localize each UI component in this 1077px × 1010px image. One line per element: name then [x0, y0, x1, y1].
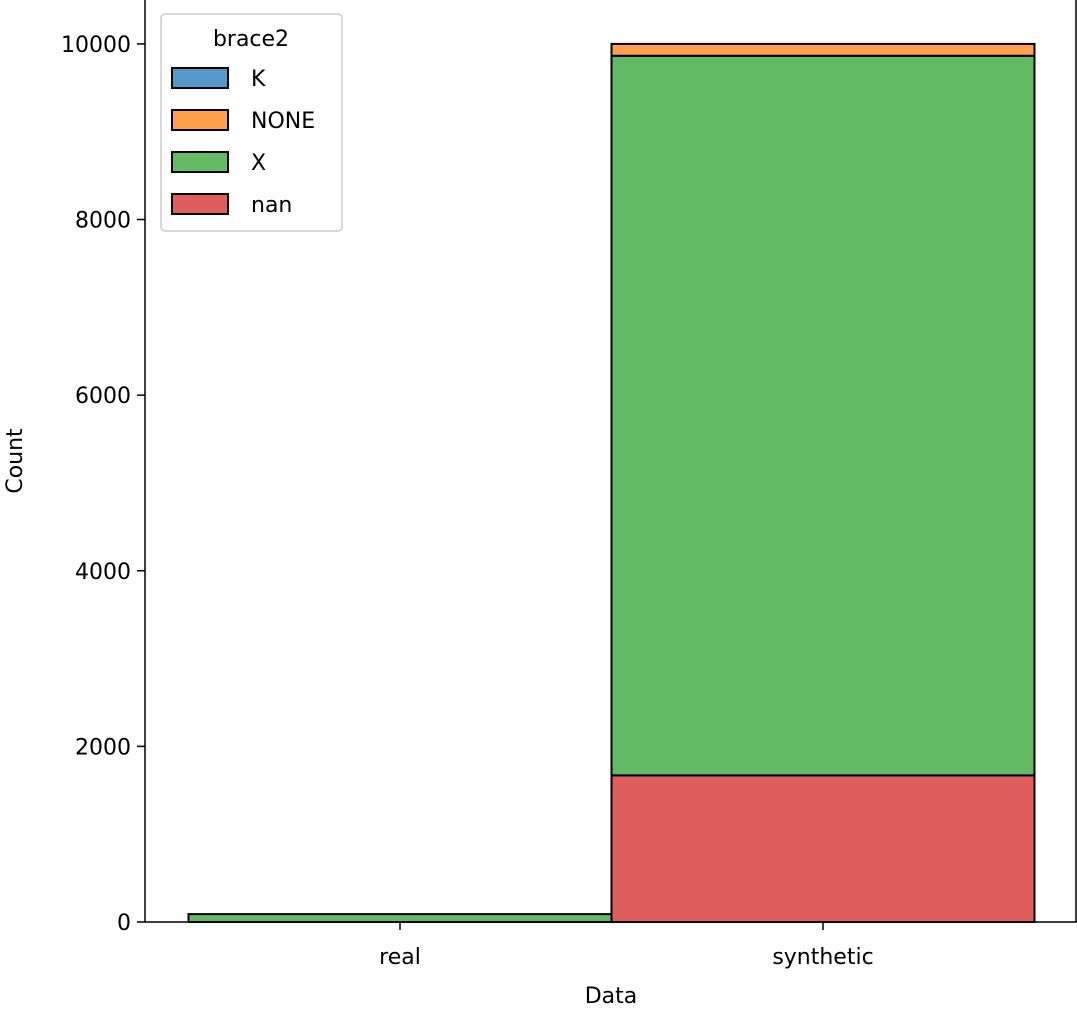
bars-group	[187, 42, 1036, 924]
legend-swatch-none	[171, 109, 229, 131]
y-axis: 0 2000 4000 6000 8000 10000	[61, 33, 145, 936]
x-tick-label-synthetic: synthetic	[772, 945, 873, 970]
x-axis: real synthetic	[379, 922, 874, 970]
y-tick-label: 4000	[75, 560, 131, 585]
legend-swatch-x	[171, 151, 229, 173]
y-tick-label: 8000	[75, 209, 131, 234]
y-tick-label: 6000	[75, 384, 131, 409]
bar-synthetic-nan	[610, 774, 1036, 923]
y-tick-label: 10000	[61, 33, 131, 58]
y-axis-label: Count	[3, 428, 28, 494]
legend-title: brace2	[213, 27, 289, 52]
bar-real-x	[187, 913, 613, 924]
legend-label-nan: nan	[251, 193, 292, 218]
x-axis-label: Data	[585, 984, 638, 1009]
axes-frame	[144, 0, 1077, 923]
y-tick-label: 2000	[75, 735, 131, 760]
legend-label-none: NONE	[251, 109, 315, 134]
x-tick-label-real: real	[379, 945, 421, 970]
legend-swatch-nan	[171, 193, 229, 215]
y-tick-label: 0	[117, 911, 131, 936]
bar-synthetic-x	[610, 54, 1036, 777]
legend-label-x: X	[251, 151, 266, 176]
legend-swatch-k	[171, 67, 229, 89]
legend-label-k: K	[251, 67, 266, 92]
bar-synthetic-none	[610, 42, 1036, 57]
